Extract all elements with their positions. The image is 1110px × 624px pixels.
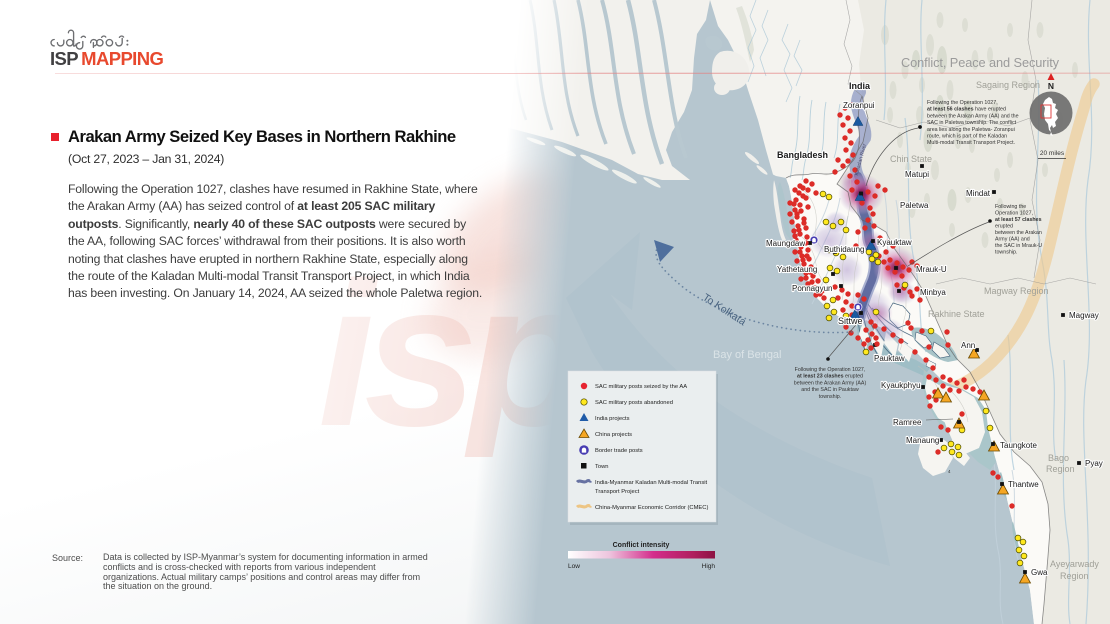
svg-text:between the Arakan Army (AA): between the Arakan Army (AA) <box>794 380 867 386</box>
svg-text:Rakhine State: Rakhine State <box>928 309 985 319</box>
svg-text:SAC military posts seized by t: SAC military posts seized by the AA <box>595 384 687 390</box>
svg-text:Conflict intensity: Conflict intensity <box>613 542 670 549</box>
svg-text:Army (AA) and: Army (AA) and <box>995 237 1030 243</box>
svg-text:Chin State: Chin State <box>890 154 932 164</box>
svg-text:Mindat: Mindat <box>966 189 991 198</box>
svg-text:Operation 1027,: Operation 1027, <box>995 211 1033 217</box>
svg-text:Ramree: Ramree <box>893 418 922 427</box>
svg-text:N: N <box>1048 81 1054 91</box>
svg-text:Region: Region <box>1046 464 1075 474</box>
svg-text:Minbya: Minbya <box>920 288 946 297</box>
svg-text:Ayeyarwady: Ayeyarwady <box>1050 559 1099 569</box>
svg-text:Ann: Ann <box>961 341 975 350</box>
svg-text:Following the: Following the <box>995 204 1026 210</box>
svg-text:Border trade posts: Border trade posts <box>595 448 643 454</box>
svg-text:township.: township. <box>995 250 1017 256</box>
svg-text:Buthidaung: Buthidaung <box>824 245 864 254</box>
svg-text:India: India <box>849 81 871 91</box>
svg-text:Magway Region: Magway Region <box>984 286 1049 296</box>
svg-text:SAC military posts abandoned: SAC military posts abandoned <box>595 400 673 406</box>
svg-text:between the Arakan: between the Arakan <box>995 230 1042 236</box>
svg-text:erupted: erupted <box>995 224 1013 230</box>
svg-text:Ponnagyun: Ponnagyun <box>792 284 832 293</box>
svg-text:Pyay: Pyay <box>1085 459 1103 468</box>
svg-text:Mrauk-U: Mrauk-U <box>916 265 947 274</box>
svg-text:area lies along the Paletwa- Z: area lies along the Paletwa- Zoranpui <box>927 127 1015 133</box>
svg-text:Kyauktaw: Kyauktaw <box>877 238 912 247</box>
svg-text:Bago: Bago <box>1048 453 1069 463</box>
svg-text:Kyaukphyu: Kyaukphyu <box>881 381 921 390</box>
svg-text:High: High <box>702 563 716 570</box>
svg-text:Manaung: Manaung <box>906 436 939 445</box>
svg-text:Magway: Magway <box>1069 311 1099 320</box>
svg-text:China projects: China projects <box>595 432 632 438</box>
svg-text:Bay of Bengal: Bay of Bengal <box>713 349 782 361</box>
svg-text:Taungkote: Taungkote <box>1000 441 1037 450</box>
svg-text:Gwa: Gwa <box>1031 568 1048 577</box>
svg-text:4: 4 <box>948 469 951 474</box>
svg-text:Town: Town <box>595 464 609 470</box>
svg-text:Maungdaw: Maungdaw <box>766 239 805 248</box>
svg-text:Low: Low <box>568 563 580 570</box>
svg-text:between the Arakan Army (AA) a: between the Arakan Army (AA) and the <box>927 113 1019 119</box>
svg-text:China-Myanmar Economic Corrido: China-Myanmar Economic Corridor (CMEC) <box>595 505 708 511</box>
svg-text:India projects: India projects <box>595 416 630 422</box>
svg-text:Matupi: Matupi <box>905 170 929 179</box>
svg-text:route, which is part of the Ka: route, which is part of the Kaladan <box>927 134 1007 140</box>
svg-text:at least 23 clashes erupted: at least 23 clashes erupted <box>797 374 863 380</box>
svg-text:and the SAC in Pauktaw: and the SAC in Pauktaw <box>801 387 859 393</box>
svg-text:Sagaing Region: Sagaing Region <box>976 80 1040 90</box>
svg-text:SAC in Paletwa township. The c: SAC in Paletwa township. The conflict <box>927 120 1017 126</box>
svg-text:Transport Project: Transport Project <box>595 489 640 495</box>
svg-text:Region: Region <box>1060 571 1089 581</box>
svg-text:Thantwe: Thantwe <box>1008 480 1039 489</box>
svg-text:Sittwe: Sittwe <box>838 316 863 326</box>
svg-text:Bangladesh: Bangladesh <box>777 150 828 160</box>
svg-text:at least 56 clashes have erupt: at least 56 clashes have erupted <box>927 107 1006 113</box>
svg-text:the SAC in Mrauk-U: the SAC in Mrauk-U <box>995 243 1042 249</box>
svg-text:Pauktaw: Pauktaw <box>874 354 905 363</box>
svg-text:20 miles: 20 miles <box>1040 150 1065 157</box>
svg-text:township.: township. <box>819 394 841 400</box>
svg-text:Yathetaung: Yathetaung <box>777 265 817 274</box>
svg-text:Zoranpui: Zoranpui <box>843 101 875 110</box>
svg-text:India-Myanmar Kaladan Multi-mo: India-Myanmar Kaladan Multi-modal Transi… <box>595 480 708 486</box>
svg-text:Paletwa: Paletwa <box>900 201 929 210</box>
svg-text:Multi-modal Transit Transport: Multi-modal Transit Transport Project. <box>927 140 1015 146</box>
svg-text:Following the Operation 1027,: Following the Operation 1027, <box>795 367 866 373</box>
svg-text:Following the Operation 1027,: Following the Operation 1027, <box>927 100 998 106</box>
svg-text:at least 57 clashes: at least 57 clashes <box>995 217 1042 223</box>
